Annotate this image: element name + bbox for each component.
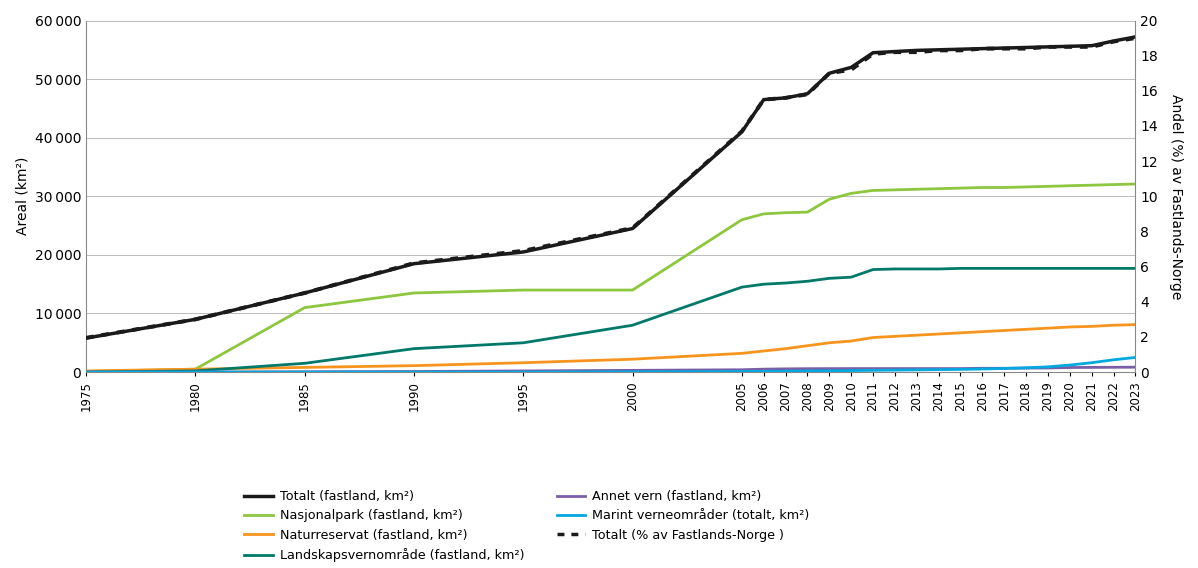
Legend: Totalt (fastland, km²), Nasjonalpark (fastland, km²), Naturreservat (fastland, k: Totalt (fastland, km²), Nasjonalpark (fa… <box>240 485 815 567</box>
Y-axis label: Areal (km²): Areal (km²) <box>16 157 29 236</box>
Y-axis label: Andel (%) av Fastlands-Norge: Andel (%) av Fastlands-Norge <box>1169 94 1182 299</box>
